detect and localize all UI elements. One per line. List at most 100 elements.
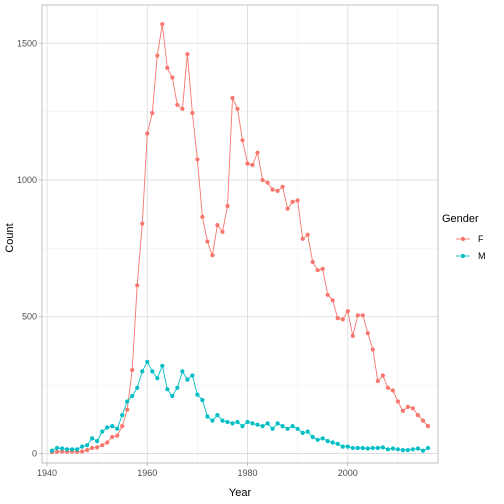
- data-point-M: [230, 421, 235, 426]
- data-point-M: [325, 439, 330, 444]
- data-point-M: [355, 445, 360, 451]
- data-point-F: [60, 449, 65, 454]
- data-point-M: [95, 439, 100, 444]
- data-point-M: [205, 414, 210, 419]
- data-point-F: [130, 367, 135, 373]
- legend: Gender FM: [442, 213, 486, 261]
- data-point-F: [155, 53, 160, 58]
- data-point-F: [54, 449, 60, 454]
- data-point-M: [135, 385, 140, 390]
- data-point-F: [295, 198, 300, 203]
- data-point-F: [320, 266, 325, 271]
- data-point-F: [310, 259, 315, 265]
- data-point-F: [235, 106, 240, 111]
- data-point-M: [70, 447, 75, 452]
- data-point-F: [255, 150, 260, 155]
- data-point-M: [425, 445, 431, 451]
- data-point-M: [220, 418, 225, 423]
- x-tick-label: 2000: [338, 468, 358, 478]
- data-point-F: [265, 180, 270, 185]
- data-point-M: [150, 369, 155, 374]
- data-point-F: [300, 236, 305, 241]
- data-point-M: [255, 422, 260, 427]
- data-point-M: [200, 398, 205, 403]
- data-point-M: [270, 426, 275, 431]
- data-point-F: [280, 184, 285, 189]
- data-point-M: [295, 426, 300, 431]
- data-point-F: [315, 268, 320, 273]
- data-point-M: [365, 446, 370, 451]
- y-tick-label: 500: [22, 312, 37, 322]
- data-point-F: [260, 177, 265, 183]
- data-point-M: [330, 440, 335, 445]
- data-point-M: [120, 413, 125, 418]
- series-line-M: [51, 360, 429, 452]
- data-point-M: [370, 445, 375, 451]
- data-point-F: [370, 347, 375, 352]
- data-point-F: [95, 445, 100, 450]
- data-point-F: [115, 433, 120, 438]
- data-point-F: [90, 445, 95, 451]
- data-point-F: [160, 22, 165, 27]
- data-point-M: [335, 441, 340, 446]
- data-point-F: [225, 203, 230, 209]
- data-point-F: [375, 378, 380, 384]
- data-point-M: [400, 448, 405, 453]
- panel-border: [41, 4, 439, 464]
- data-point-M: [85, 443, 90, 448]
- data-point-M: [235, 419, 240, 425]
- legend-items: FM: [456, 234, 486, 261]
- data-point-M: [410, 447, 415, 452]
- data-point-M: [415, 446, 420, 451]
- data-point-F: [330, 298, 335, 303]
- data-point-M: [375, 445, 380, 451]
- data-point-F: [250, 162, 255, 168]
- data-point-F: [325, 292, 330, 297]
- data-point-M: [60, 446, 65, 451]
- data-point-F: [170, 75, 175, 80]
- data-point-M: [240, 424, 245, 429]
- data-point-M: [115, 426, 120, 431]
- legend-item-F: F: [456, 234, 484, 244]
- data-point-F: [185, 52, 190, 57]
- data-point-F: [365, 331, 370, 336]
- data-point-M: [155, 376, 160, 381]
- data-point-F: [140, 221, 145, 226]
- y-axis-ticks: 0 500 1000 1500: [17, 38, 42, 458]
- data-point-F: [395, 399, 400, 404]
- data-point-M: [360, 445, 365, 451]
- data-point-F: [210, 253, 215, 258]
- legend-title: Gender: [442, 213, 479, 225]
- legend-label: F: [478, 234, 484, 244]
- data-point-F: [270, 187, 275, 192]
- data-point-M: [140, 369, 145, 374]
- data-point-M: [395, 447, 400, 452]
- data-point-M: [350, 445, 355, 451]
- x-tick-label: 1960: [137, 468, 157, 478]
- data-point-F: [85, 448, 90, 453]
- grid-major: [42, 5, 438, 463]
- data-point-F: [220, 229, 225, 234]
- data-point-F: [415, 413, 420, 418]
- data-point-F: [125, 407, 130, 412]
- grid-minor: [42, 5, 438, 463]
- legend-key-point: [460, 236, 466, 242]
- data-point-F: [150, 110, 155, 116]
- data-point-M: [265, 421, 270, 426]
- data-point-M: [390, 446, 395, 451]
- data-point-M: [290, 424, 295, 429]
- data-point-M: [105, 425, 110, 430]
- data-point-M: [210, 418, 215, 423]
- data-point-F: [405, 404, 410, 409]
- data-point-M: [405, 448, 410, 453]
- data-point-F: [245, 161, 250, 166]
- data-point-M: [315, 437, 320, 442]
- data-point-M: [285, 426, 290, 431]
- x-tick-label: 1940: [37, 468, 57, 478]
- data-point-M: [345, 444, 350, 449]
- y-tick-label: 1500: [17, 38, 37, 48]
- legend-label: M: [478, 251, 486, 261]
- y-axis-title: Count: [4, 223, 16, 252]
- data-point-M: [130, 393, 135, 399]
